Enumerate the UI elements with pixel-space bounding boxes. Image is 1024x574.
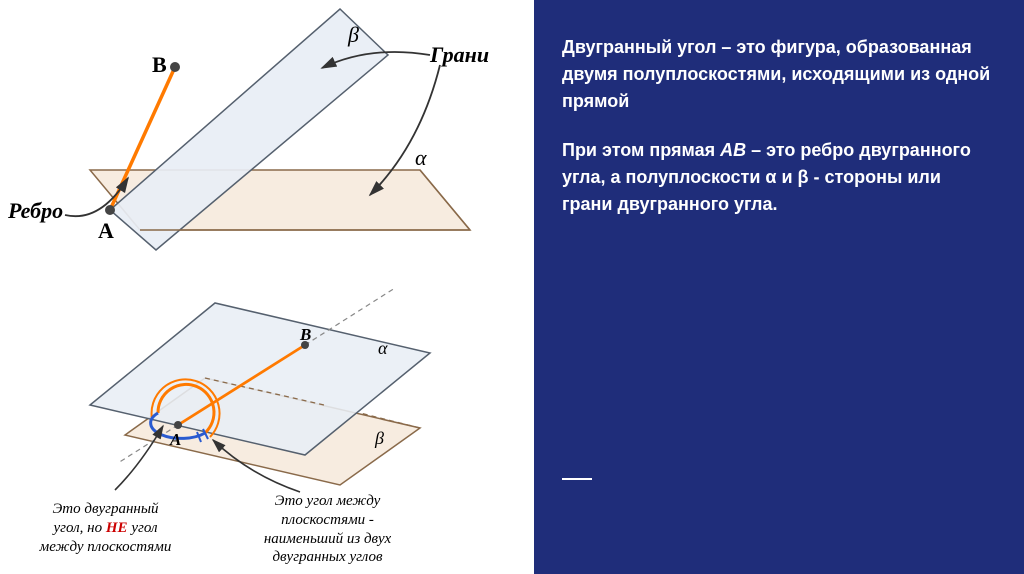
- paragraph-2: При этом прямая AB – это ребро двугранно…: [562, 137, 996, 218]
- label-A-1: A: [98, 218, 114, 244]
- label-A-2: A: [170, 430, 181, 450]
- paragraph-1: Двугранный угол – это фигура, образованн…: [562, 34, 996, 115]
- point-A-2: [174, 421, 182, 429]
- text-panel: Двугранный угол – это фигура, образованн…: [534, 0, 1024, 574]
- label-alpha-1: α: [415, 145, 427, 171]
- underline-accent: [562, 478, 592, 480]
- label-rebro: Ребро: [8, 198, 63, 224]
- label-beta-2: β: [375, 428, 384, 449]
- label-beta-1: β: [348, 22, 359, 48]
- label-alpha-2: α: [378, 338, 387, 359]
- caption-left: Это двугранный угол, но НЕ угол между пл…: [18, 500, 193, 556]
- label-grani: Грани: [430, 42, 489, 68]
- diagram-panel: β α Грани Ребро B A: [0, 0, 534, 574]
- point-B: [170, 62, 180, 72]
- page: β α Грани Ребро B A: [0, 0, 1024, 574]
- point-A: [105, 205, 115, 215]
- label-B-1: B: [152, 52, 167, 78]
- caption-right: Это угол между плоскостями - наименьший …: [230, 492, 425, 567]
- label-B-2: B: [300, 325, 311, 345]
